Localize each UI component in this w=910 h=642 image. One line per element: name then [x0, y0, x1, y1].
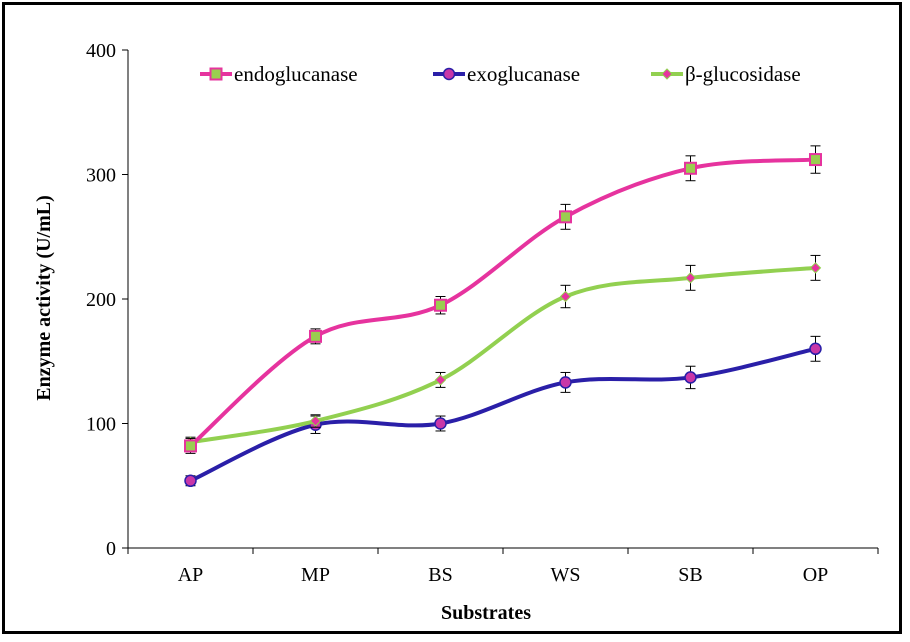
x-tick-label: OP — [803, 564, 829, 586]
data-point — [684, 161, 697, 175]
data-point — [809, 342, 822, 356]
legend-label: endoglucanase — [234, 62, 358, 86]
x-tick-label: BS — [428, 564, 452, 586]
data-point — [434, 374, 447, 386]
x-tick-label: MP — [301, 564, 330, 586]
y-tick-label: 0 — [106, 538, 116, 560]
legend-label: β-glucosidase — [685, 62, 801, 86]
x-axis-title: Substrates — [441, 602, 531, 624]
data-point — [309, 329, 322, 343]
chart-frame — [2, 2, 902, 634]
data-point — [434, 417, 447, 430]
legend-item-1: exoglucanase — [433, 62, 580, 86]
legend: endoglucanase exoglucanase β-glucosidase — [200, 62, 801, 86]
x-tick-label: AP — [178, 564, 204, 586]
legend-item-0: endoglucanase — [200, 62, 358, 86]
data-point — [184, 474, 197, 488]
series-line — [188, 346, 818, 483]
series-line — [188, 265, 818, 445]
legend-marker — [209, 67, 223, 81]
data-point — [559, 210, 572, 224]
data-point — [559, 376, 572, 389]
data-point — [684, 371, 697, 384]
data-point — [684, 272, 697, 284]
data-point — [809, 153, 822, 167]
series-layer — [184, 145, 822, 488]
legend-marker — [442, 67, 456, 81]
data-point — [184, 439, 197, 453]
x-tick-label: SB — [678, 564, 702, 586]
data-point — [809, 262, 822, 274]
y-tick-label: 200 — [86, 289, 116, 311]
data-point — [559, 290, 572, 303]
data-point — [309, 415, 322, 427]
y-tick-label: 400 — [86, 40, 116, 62]
x-tick-label: WS — [551, 564, 581, 586]
series-2 — [184, 254, 822, 448]
series-line — [188, 157, 818, 448]
y-tick-label: 300 — [86, 165, 116, 187]
y-tick-label: 100 — [86, 414, 116, 436]
legend-label: exoglucanase — [467, 62, 580, 86]
legend-item-2: β-glucosidase — [651, 62, 801, 86]
series-0 — [184, 145, 822, 454]
axes: 0 100 200 300 400 AP MP BS WS SB OP — [86, 40, 879, 586]
series-1 — [184, 335, 822, 488]
data-point — [434, 298, 447, 312]
y-axis-title: Enzyme activity (U/mL) — [33, 195, 55, 401]
legend-marker — [661, 68, 673, 80]
